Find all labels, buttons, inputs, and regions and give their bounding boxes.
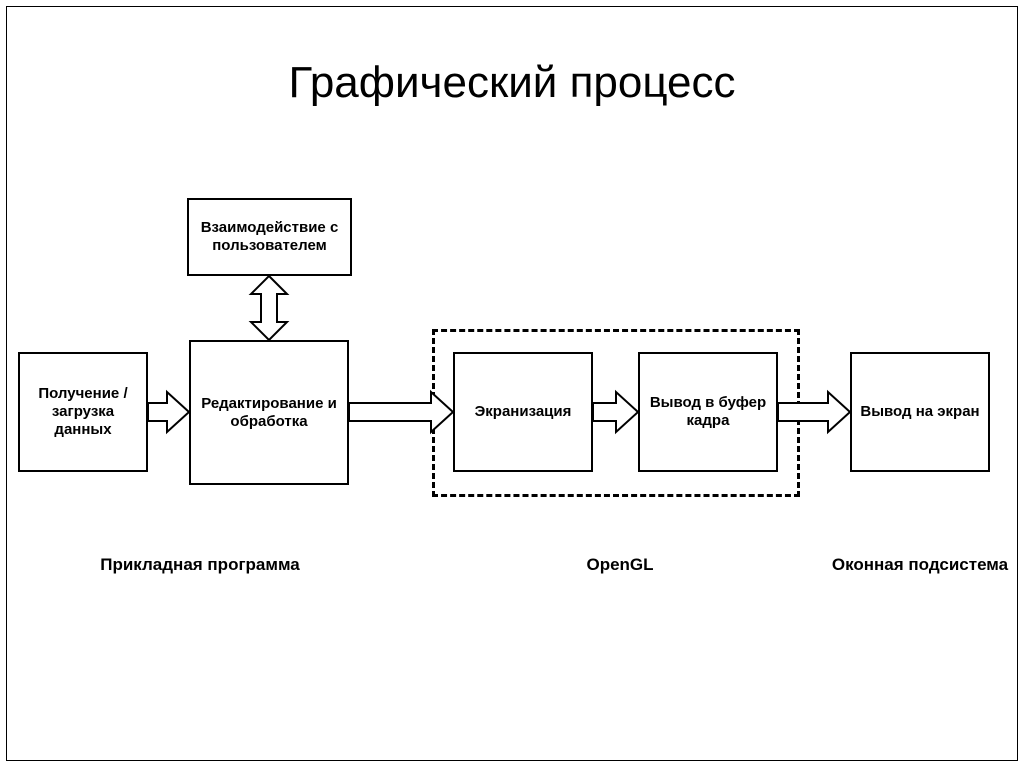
node-load-data: Получение / загрузка данных [18,352,148,472]
arrow-a2 [349,388,453,436]
caption-window: Оконная подсистема [830,554,1010,575]
arrow-a3 [593,388,638,436]
node-user-interaction: Взаимодействие с пользователем [187,198,352,276]
caption-label: Оконная подсистема [832,555,1008,574]
caption-label: OpenGL [586,555,653,574]
arrow-a5 [247,276,291,340]
node-framebuffer: Вывод в буфер кадра [638,352,778,472]
node-label: Вывод в буфер кадра [644,394,772,430]
arrow-a1 [148,388,189,436]
node-edit-process: Редактирование и обработка [189,340,349,485]
node-rasterize: Экранизация [453,352,593,472]
node-label: Редактирование и обработка [195,395,343,431]
flowchart-diagram: Взаимодействие с пользователем Получение … [0,0,1024,767]
node-label: Взаимодействие с пользователем [193,219,346,255]
caption-app: Прикладная программа [100,554,300,575]
node-label: Экранизация [475,403,572,421]
node-screen-output: Вывод на экран [850,352,990,472]
node-label: Вывод на экран [860,403,979,421]
caption-opengl: OpenGL [550,554,690,575]
node-label: Получение / загрузка данных [24,385,142,439]
caption-label: Прикладная программа [100,555,300,574]
arrow-a4 [778,388,850,436]
